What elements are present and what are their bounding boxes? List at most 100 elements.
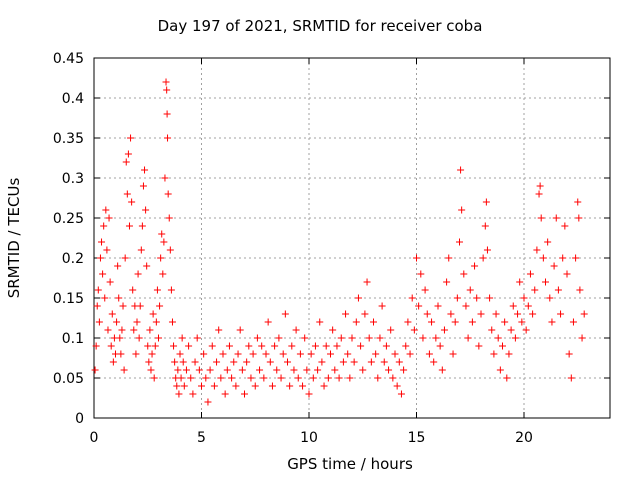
data-point [406,350,414,358]
data-point [438,366,446,374]
data-point [243,358,251,366]
data-point [193,334,201,342]
data-point [477,310,485,318]
data-point [516,278,524,286]
data-point [382,342,390,350]
data-point [102,206,110,214]
data-point [423,310,431,318]
y-tick-label: 0.35 [53,131,84,147]
data-point [445,254,453,262]
data-point [425,350,433,358]
data-point [294,374,302,382]
data-point [436,342,444,350]
data-point [127,134,135,142]
data-point [482,198,490,206]
x-tick-label: 5 [197,430,206,446]
data-point [466,286,474,294]
data-point [208,342,216,350]
data-point [185,342,193,350]
data-point [116,334,124,342]
data-point [95,318,103,326]
data-point [160,238,168,246]
data-point [311,342,319,350]
data-point [158,230,166,238]
data-point [117,350,125,358]
data-point [346,374,354,382]
data-point [176,350,184,358]
data-point [173,382,181,390]
data-point [303,366,311,374]
data-point [393,382,401,390]
data-point [464,334,472,342]
data-point [108,310,116,318]
data-point [141,166,149,174]
data-point [138,222,146,230]
y-tick-label: 0.45 [53,51,84,67]
data-point [567,374,575,382]
data-point [161,174,169,182]
data-point [546,294,554,302]
data-point [443,278,451,286]
y-axis-label: SRMTID / TECUs [5,177,23,299]
data-point [542,278,549,286]
data-point [481,222,489,230]
data-point [228,374,236,382]
y-tick-label: 0.15 [53,291,84,307]
data-point [348,334,356,342]
data-point [357,342,365,350]
data-point [179,358,187,366]
data-point [236,326,244,334]
data-point [94,286,102,294]
data-point [514,310,522,318]
data-point [121,254,129,262]
data-point [434,302,442,310]
data-point [143,262,151,270]
data-point [163,110,171,118]
data-point [104,326,112,334]
data-point [395,358,403,366]
data-point [221,390,229,398]
data-point [174,366,182,374]
data-point [370,318,377,326]
data-point [284,358,291,366]
data-point [531,286,539,294]
data-point [432,334,440,342]
data-point [400,366,408,374]
data-point [301,334,309,342]
data-point [354,294,362,302]
data-point [96,254,104,262]
x-tick-label: 20 [515,430,533,446]
data-point [535,190,543,198]
y-tick-label: 0 [75,411,84,427]
x-tick-label: 10 [300,430,318,446]
data-point [253,334,261,342]
data-point [273,366,281,374]
data-point [572,254,580,262]
data-point [125,222,133,230]
data-point [156,302,164,310]
data-point [374,374,382,382]
data-point [440,326,448,334]
data-point [511,334,519,342]
data-point [413,254,420,262]
data-point [391,350,399,358]
data-point [333,342,341,350]
x-axis-label: GPS time / hours [287,455,413,473]
x-tick-label: 15 [408,430,426,446]
data-points [91,78,588,406]
x-tick-label: 0 [90,430,99,446]
data-point [576,286,584,294]
data-point [153,286,161,294]
data-point [119,302,127,310]
data-point [277,374,285,382]
data-point [352,318,360,326]
data-point [324,374,332,382]
data-point [152,318,160,326]
data-point [144,342,152,350]
data-point [299,382,307,390]
data-point [241,390,248,398]
data-point [266,358,274,366]
data-point [249,350,257,358]
data-point [123,190,131,198]
